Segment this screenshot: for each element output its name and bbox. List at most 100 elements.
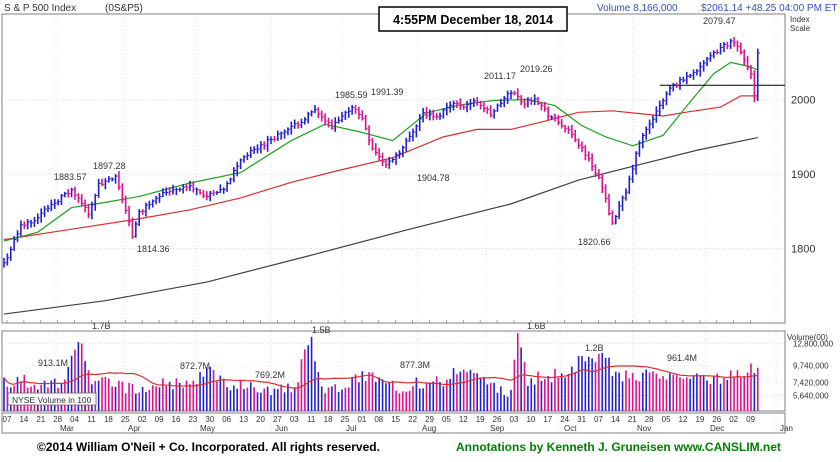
date-tick-label: 12 [679,415,688,424]
price-bar [432,109,436,121]
date-tick-label: 26 [712,415,721,424]
price-bar [361,110,365,121]
price-bar [415,124,419,138]
date-tick-label: 11 [307,415,316,424]
price-bar [574,129,578,143]
price-bar [178,187,182,192]
price-bar [337,116,341,124]
price-bar [648,119,652,135]
price-bar [456,100,460,109]
price-bar [746,55,750,71]
price-bar [327,117,331,128]
price-bar [645,126,649,140]
date-tick-label: 22 [408,415,417,424]
price-bar [723,41,727,53]
price-bar [672,82,676,92]
price-bar [675,82,679,88]
date-tick-label: 14 [611,415,620,424]
price-bar [591,153,595,171]
price-bar [702,60,706,72]
price-bar [398,150,402,159]
price-bar [273,135,277,142]
date-tick-label: 25 [341,415,350,424]
price-bar [405,137,409,152]
price-bar [550,115,554,121]
date-tick-label: 29 [425,415,434,424]
price-annotation: 1814.36 [137,244,170,254]
price-annotation: 1985.59 [335,90,368,100]
date-axis-frame [1,412,786,434]
price-bar [628,175,632,194]
price-bar [3,257,7,268]
price-bar [381,152,385,167]
price-bar [23,221,27,229]
price-bar [557,114,561,126]
price-bar [40,208,44,223]
price-bar [429,109,433,121]
date-tick-label: 19 [695,415,704,424]
volume-legend-box [7,392,97,406]
price-bar [706,56,710,67]
price-bar [625,188,629,201]
price-bar [452,100,456,111]
price-bar [520,95,524,106]
date-tick-label: 05 [442,415,451,424]
price-bar [148,200,152,210]
price-bar [131,217,135,239]
date-tick-label: 12 [459,415,468,424]
price-bar [57,199,61,206]
price-bar [445,102,449,116]
month-label: Sep [490,424,505,433]
price-bar [246,152,250,161]
price-bar [47,204,51,213]
price-bar [209,190,213,202]
price-bar [496,103,500,112]
price-bar [229,177,233,185]
month-label: Jul [346,424,356,433]
date-tick-label: 13 [239,415,248,424]
date-tick-label: 19 [476,415,485,424]
price-bar [307,111,311,124]
price-bar [212,189,216,196]
price-bar [584,145,588,161]
price-bar [540,101,544,111]
price-bar [74,186,78,200]
price-bar [97,178,101,198]
price-bar [459,98,463,110]
price-bar [77,193,81,203]
price-bar [571,124,575,139]
price-bar [347,107,351,118]
price-bar [118,171,122,191]
price-bar [276,130,280,141]
date-tick-label: 17 [543,415,552,424]
price-bar [287,127,291,136]
price-bar [222,187,226,194]
price-bar [527,97,531,108]
price-bar [462,104,466,110]
price-bar [408,131,412,142]
price-bar [696,69,700,76]
ma-line-50-day [3,95,758,241]
price-bar [510,90,514,100]
price-annotation: 2011.17 [484,71,516,81]
price-bar [402,145,406,158]
price-bar [50,199,54,212]
price-bar [533,94,537,106]
date-tick-label: 21 [36,415,45,424]
price-bar [43,205,47,218]
price-bar [371,137,375,151]
price-bar [743,49,747,66]
date-tick-label: 28 [53,415,62,424]
price-bar [226,181,230,192]
price-bar [128,205,132,227]
price-bar [608,193,612,216]
price-bar [317,107,321,119]
price-bar [249,146,253,159]
price-bar [388,157,392,169]
price-bar [581,141,585,153]
price-bar [655,106,659,123]
price-bar [618,200,622,220]
annotations-credit: Annotations by Kenneth J. Gruneisen www.… [456,440,781,454]
price-bar [439,112,443,120]
